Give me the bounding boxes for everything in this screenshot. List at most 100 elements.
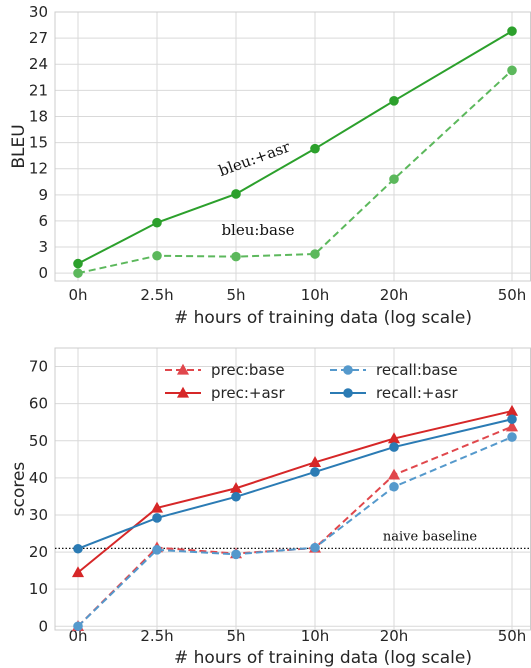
series-line [77,425,513,627]
series-bleu-asr [73,26,517,269]
series-line [77,418,513,550]
data-point [507,414,517,425]
legend-label: prec:+asr [211,384,285,402]
y-axis-label: scores [9,462,29,517]
series-line [77,410,513,574]
y-tick-label: 9 [38,186,48,204]
data-point [73,268,83,278]
x-tick-label: 2.5h [140,286,173,304]
y-axis-label: BLEU [9,124,29,168]
x-tick-label: 0h [68,286,87,304]
x-tick-label: 5h [226,627,245,645]
series-bleu-base [73,65,517,278]
series-prec-asr [71,404,519,578]
series-line [77,69,513,275]
data-point [507,65,517,76]
data-point [389,481,399,492]
x-tick-label: 50h [498,286,527,304]
annotation-bleu-asr: bleu:+asr [216,137,293,180]
plot-frame [54,347,531,631]
x-axis-label: # hours of training data (log scale) [174,648,472,668]
data-point [150,501,164,513]
data-point [73,621,83,632]
data-point [231,189,241,199]
y-tick-label: 6 [38,212,48,230]
legend-item-recall-base: recall:base [330,361,458,379]
data-point [505,404,519,416]
x-tick-label: 5h [226,286,245,304]
data-point [152,513,162,523]
y-tick-label: 3 [38,238,48,256]
data-point [231,251,241,262]
x-tick-label: 10h [301,627,330,645]
data-point [505,420,519,432]
plot-frame [54,11,531,282]
y-tick-label: 12 [29,160,48,178]
series-prec-base [71,420,519,631]
data-point [507,26,517,36]
data-point [231,549,241,560]
y-tick-label: 70 [29,358,48,376]
y-tick-label: 30 [29,3,48,21]
data-point [310,143,320,154]
data-point [310,467,320,477]
legend-swatch-marker [176,363,190,375]
data-point [231,491,241,502]
y-tick-label: 60 [29,395,48,413]
bleu-panel: 0 3 6 9 12 15 18 21 24 27 30 0h 2.5h 5h 10h 20h 50h # hou… [9,3,531,328]
series-line [77,436,513,628]
data-point [389,442,399,452]
x-tick-label: 10h [301,286,330,304]
y-tick-label: 27 [29,29,48,47]
x-tick-label: 20h [380,627,409,645]
gridlines [55,11,531,281]
data-point [389,95,399,106]
legend-label: recall:+asr [376,384,458,402]
data-point [152,217,162,228]
legend-item-prec-base: prec:base [165,361,285,379]
data-point [310,542,320,553]
series-recall-base [73,432,517,632]
data-point [507,432,517,442]
y-tick-label: 20 [29,543,48,561]
legend-swatch-marker [176,386,190,398]
data-point [71,566,85,578]
data-point [152,250,162,261]
legend-item-recall-asr: recall:+asr [330,384,458,402]
y-tick-label: 18 [29,107,48,125]
x-tick-label: 2.5h [140,627,173,645]
x-tick-label: 50h [498,627,527,645]
data-point [387,468,401,480]
data-point [73,258,83,269]
legend: prec:base recall:base prec:+asr recall:+asr [165,361,458,402]
y-tick-label: 0 [38,617,48,635]
data-point [308,456,322,467]
legend-swatch-marker [343,388,353,398]
y-tick-label: 10 [29,580,48,598]
data-point [152,545,162,555]
data-point [73,543,83,554]
naive-baseline-label: naive baseline [383,529,478,544]
scores-panel: 0 10 20 30 40 50 60 70 0h 2.5h 5h 10h 20h 50h # hours … [9,347,531,668]
gridlines [55,348,531,630]
y-tick-label: 15 [29,134,48,152]
x-tick-label: 0h [68,627,87,645]
legend-item-prec-asr: prec:+asr [165,384,285,402]
legend-label: recall:base [376,361,458,379]
series-recall-asr [73,414,517,554]
y-tick-label: 30 [29,506,48,524]
data-point [310,249,320,259]
y-tick-label: 24 [29,55,48,73]
y-tick-label: 21 [29,81,48,99]
x-tick-label: 20h [380,286,409,304]
legend-swatch-marker [343,365,353,375]
annotation-bleu-base: bleu:base [221,221,294,239]
y-tick-label: 0 [38,264,48,282]
y-tick-label: 50 [29,432,48,450]
y-tick-label: 40 [29,469,48,487]
legend-label: prec:base [211,361,285,379]
data-point [389,174,399,184]
series-line [77,30,513,265]
x-axis-label: # hours of training data (log scale) [174,308,472,328]
